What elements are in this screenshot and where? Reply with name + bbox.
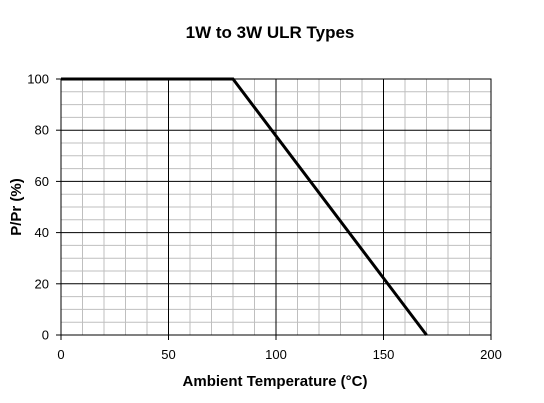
x-tick-label: 0 [57, 347, 64, 362]
x-tick-label: 100 [265, 347, 287, 362]
derating-curve [61, 77, 428, 336]
y-tick-label: 0 [42, 328, 49, 343]
x-tick-label: 50 [161, 347, 175, 362]
y-tick-label: 20 [35, 276, 49, 291]
y-axis-label: P/Pr (%) [8, 178, 25, 236]
x-tick-labels: 0 50 100 150 200 [57, 335, 502, 362]
y-tick-label: 60 [35, 174, 49, 189]
chart-title: 1W to 3W ULR Types [186, 23, 355, 42]
x-tick-label: 200 [480, 347, 502, 362]
y-tick-label: 40 [35, 225, 49, 240]
y-tick-label: 80 [35, 123, 49, 138]
grid [61, 79, 491, 335]
y-tick-labels: 0 20 40 60 80 100 [27, 72, 61, 343]
y-tick-label: 100 [27, 72, 49, 87]
x-axis-label: Ambient Temperature (°C) [183, 373, 368, 390]
x-tick-label: 150 [373, 347, 395, 362]
